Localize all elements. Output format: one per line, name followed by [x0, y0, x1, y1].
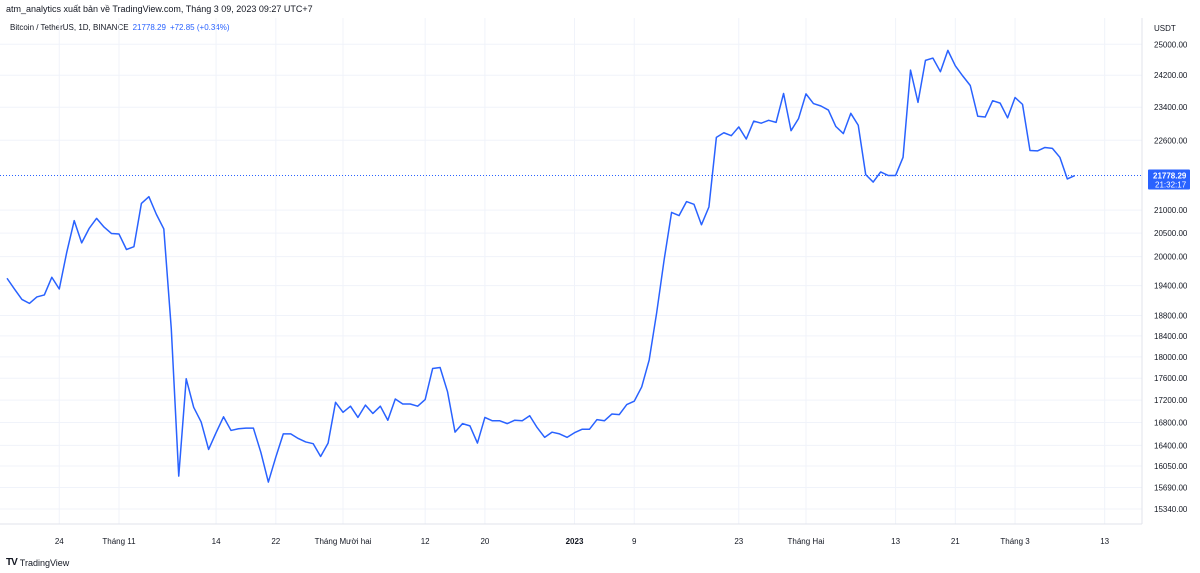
time-axis-tick: 9: [632, 537, 637, 546]
price-series-line: [6, 49, 1076, 483]
time-axis-tick: Tháng Mười hai: [315, 537, 372, 546]
price-axis-tick: 17600.00: [1154, 374, 1188, 383]
time-axis-tick: 12: [421, 537, 430, 546]
price-axis-tick: 20500.00: [1154, 229, 1188, 238]
time-axis-tick: Tháng Hai: [788, 537, 825, 546]
last-price-value: 21778.29: [1153, 172, 1187, 181]
time-axis-tick: 24: [55, 537, 64, 546]
symbol-legend: Bitcoin / TetherUS, 1D, BINANCE 21778.29 +…: [10, 23, 230, 32]
price-axis-tick: 17200.00: [1154, 396, 1188, 405]
symbol-name[interactable]: Bitcoin / TetherUS, 1D, BINANCE: [10, 23, 129, 32]
tradingview-footer[interactable]: TV TradingView: [6, 557, 69, 568]
grid-lines: [0, 18, 1142, 524]
price-axis-tick: 21000.00: [1154, 206, 1188, 215]
price-axis-unit: USDT: [1154, 24, 1176, 33]
price-axis-tick: 23400.00: [1154, 103, 1188, 112]
price-axis-tick: 19400.00: [1154, 282, 1188, 291]
price-axis-tick: 16800.00: [1154, 418, 1188, 427]
time-axis-tick: 13: [891, 537, 900, 546]
last-price-label-bg: [1148, 169, 1190, 190]
time-axis-tick: Tháng 3: [1000, 537, 1030, 546]
price-axis-tick: 24200.00: [1154, 71, 1188, 80]
tradingview-brand: TradingView: [19, 557, 70, 568]
last-price-label: 21778.29 21:32:17: [1148, 169, 1190, 190]
legend-price: 21778.29: [132, 23, 166, 32]
price-axis-tick: 15340.00: [1154, 505, 1188, 514]
price-axis-tick: 20000.00: [1154, 253, 1188, 262]
time-axis-tick: 21: [951, 537, 960, 546]
price-axis-tick: 18800.00: [1154, 311, 1188, 320]
time-axis-tick: 2023: [566, 537, 584, 546]
time-axis-tick: 22: [271, 537, 280, 546]
time-axis-tick: 14: [212, 537, 221, 546]
time-axis-tick: 20: [480, 537, 489, 546]
price-axis[interactable]: 25000.00 24200.00 23400.00 22600.00 21000.00…: [1154, 40, 1188, 514]
time-axis-tick: 13: [1100, 537, 1109, 546]
legend-change: +72.85 (+0.34%): [169, 23, 230, 32]
tradingview-logo-icon: TV: [6, 557, 18, 568]
price-axis-tick: 15690.00: [1154, 484, 1188, 493]
bar-countdown: 21:32:17: [1155, 181, 1187, 190]
price-axis-tick: 16400.00: [1154, 441, 1188, 450]
price-chart[interactable]: USDT 25000.00 24200.00 23400.00 22600.00 210…: [0, 0, 1200, 555]
price-axis-tick: 25000.00: [1154, 40, 1188, 49]
time-axis-tick: 23: [734, 537, 743, 546]
price-axis-tick: 18400.00: [1154, 332, 1188, 341]
price-axis-tick: 18000.00: [1154, 353, 1188, 362]
price-axis-tick: 22600.00: [1154, 136, 1188, 145]
time-axis-tick: Tháng 11: [102, 537, 136, 546]
publisher-header: atm_analytics xuất bản về TradingView.co…: [6, 4, 313, 14]
price-axis-tick: 16050.00: [1154, 462, 1188, 471]
time-axis[interactable]: 24 Tháng 11 14 22 Tháng Mười hai 12 20 2023 9 23 T…: [55, 537, 1110, 546]
